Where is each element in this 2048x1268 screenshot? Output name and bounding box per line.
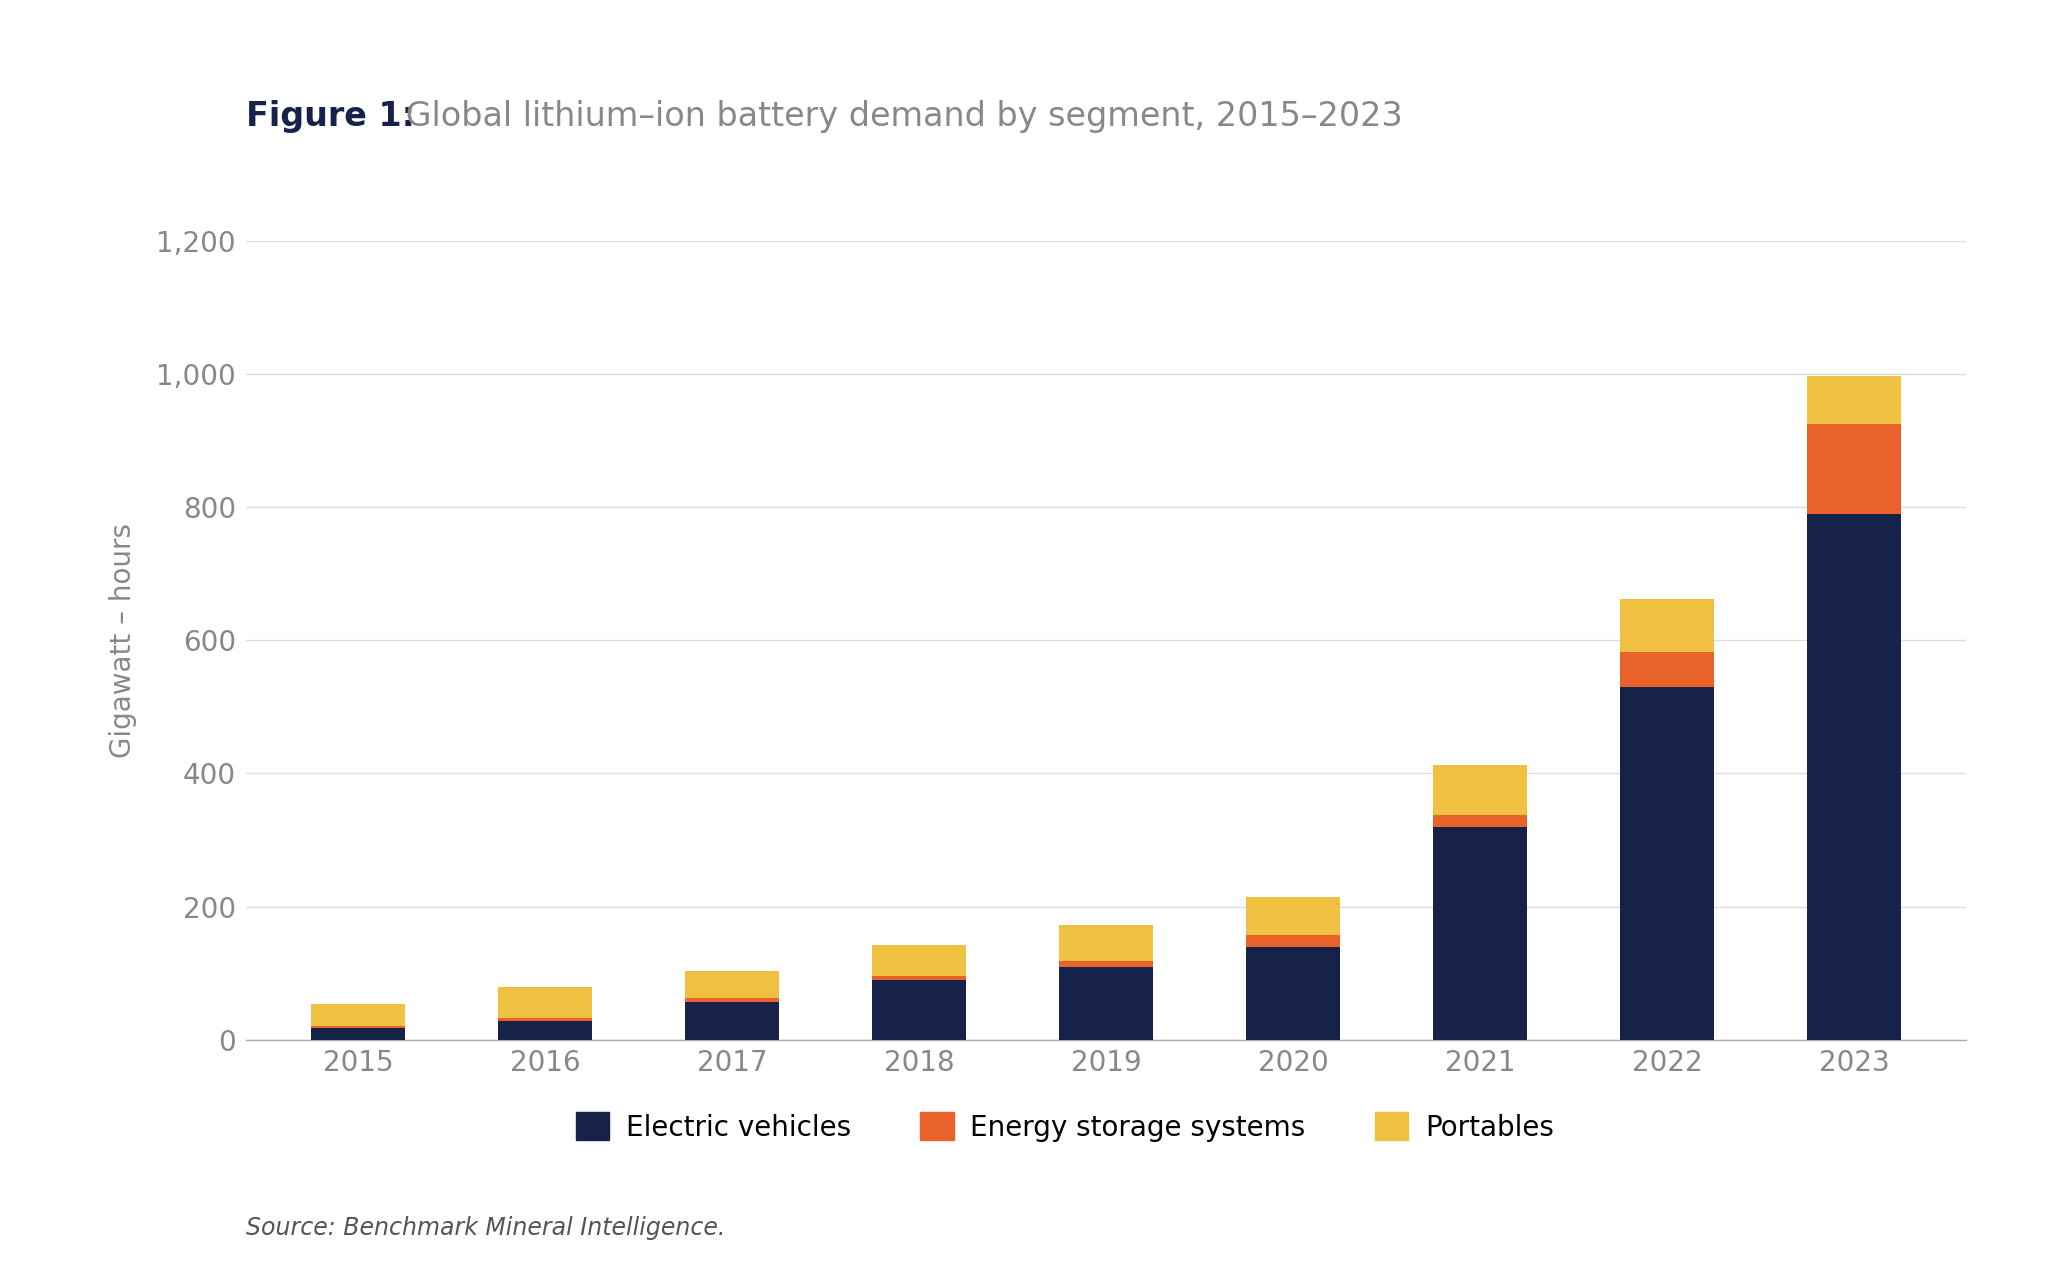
Bar xyxy=(872,976,967,980)
Bar xyxy=(1806,514,1901,1040)
Bar xyxy=(1434,815,1526,827)
Bar xyxy=(872,945,967,976)
Bar xyxy=(1434,827,1526,1040)
Bar xyxy=(686,998,778,1002)
Bar xyxy=(1620,598,1714,652)
Bar xyxy=(1245,946,1339,1040)
Bar xyxy=(1245,935,1339,946)
Bar xyxy=(1059,966,1153,1040)
Bar xyxy=(1620,687,1714,1040)
Bar xyxy=(1245,896,1339,935)
Bar xyxy=(1434,765,1526,815)
Text: Source: Benchmark Mineral Intelligence.: Source: Benchmark Mineral Intelligence. xyxy=(246,1216,725,1240)
Bar xyxy=(498,1018,592,1021)
Legend: Electric vehicles, Energy storage systems, Portables: Electric vehicles, Energy storage system… xyxy=(565,1101,1565,1153)
Bar xyxy=(1620,652,1714,687)
Bar xyxy=(311,1028,406,1040)
Bar xyxy=(311,1026,406,1028)
Bar xyxy=(311,1004,406,1026)
Bar xyxy=(686,970,778,998)
Bar xyxy=(498,1021,592,1040)
Bar xyxy=(1059,924,1153,961)
Bar xyxy=(686,1002,778,1040)
Bar xyxy=(1059,961,1153,966)
Bar xyxy=(872,980,967,1040)
Y-axis label: Gigawatt – hours: Gigawatt – hours xyxy=(109,522,137,758)
Bar xyxy=(498,987,592,1018)
Bar xyxy=(1806,424,1901,514)
Bar xyxy=(1806,377,1901,424)
Text: Global lithium–ion battery demand by segment, 2015–2023: Global lithium–ion battery demand by seg… xyxy=(395,100,1403,133)
Text: Figure 1:: Figure 1: xyxy=(246,100,416,133)
